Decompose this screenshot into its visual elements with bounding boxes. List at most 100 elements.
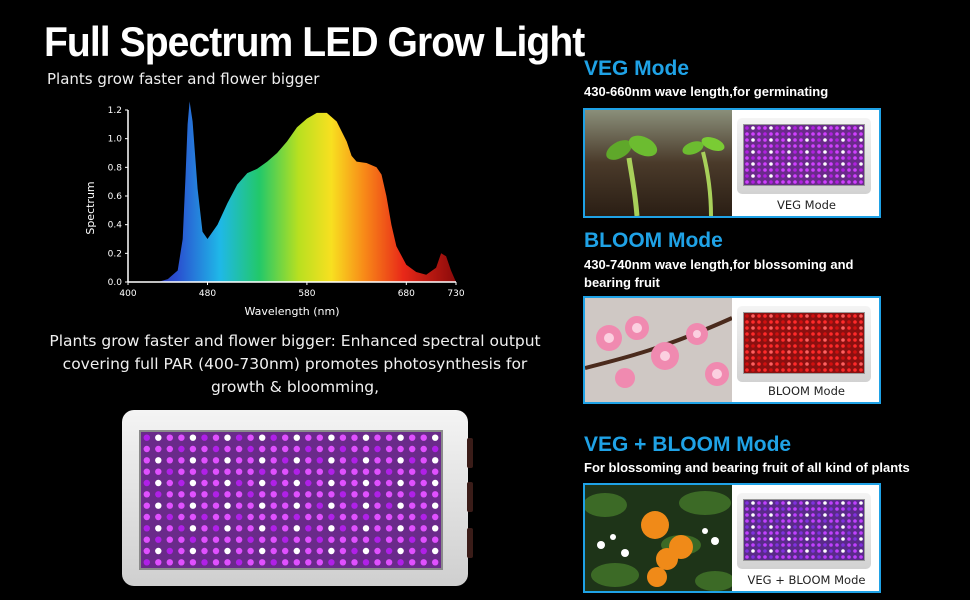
led-chip	[409, 434, 416, 441]
veg-bloom-mode-card: VEG + BLOOM Mode	[583, 483, 881, 593]
led-chip	[811, 168, 815, 172]
led-chip	[247, 468, 254, 475]
led-chip	[757, 525, 761, 529]
led-chip	[823, 531, 827, 535]
led-chip	[259, 457, 266, 464]
led-chip	[224, 559, 231, 566]
led-chip	[282, 434, 289, 441]
led-chip	[793, 344, 797, 348]
led-chip	[763, 344, 767, 348]
led-chip	[805, 362, 809, 366]
led-chip	[745, 501, 749, 505]
led-chip	[763, 332, 767, 336]
led-chip	[247, 445, 254, 453]
led-chip	[799, 174, 803, 178]
led-chip	[799, 519, 803, 523]
led-chip	[178, 502, 185, 509]
led-chip	[799, 180, 803, 184]
led-chip	[757, 519, 761, 523]
led-chip	[799, 549, 803, 553]
led-chip	[769, 138, 773, 142]
led-chip	[805, 501, 809, 505]
led-chip	[781, 138, 785, 142]
led-chip	[829, 555, 833, 559]
led-chip	[835, 519, 839, 523]
x-tick-label: 580	[298, 289, 315, 299]
led-chip	[829, 531, 833, 535]
led-chip	[432, 559, 439, 566]
led-chip	[793, 362, 797, 366]
led-chip	[853, 543, 857, 547]
led-chip	[781, 156, 785, 160]
led-chip	[745, 168, 749, 172]
led-chip	[817, 350, 821, 354]
led-chip	[409, 457, 416, 464]
led-chip	[212, 536, 220, 543]
led-chip	[799, 326, 803, 330]
led-chip	[799, 126, 803, 130]
panel-connector	[467, 482, 473, 512]
led-chip	[847, 332, 851, 336]
led-chip	[374, 445, 381, 453]
led-chip	[817, 513, 821, 517]
led-chip	[823, 549, 827, 553]
led-chip	[829, 144, 833, 148]
led-chip	[859, 344, 863, 348]
led-chip	[841, 368, 845, 372]
led-chip	[817, 150, 821, 154]
led-chip	[316, 513, 323, 521]
led-chip	[397, 445, 404, 453]
led-chip	[362, 502, 370, 509]
led-chip	[811, 368, 815, 372]
led-chip	[316, 525, 323, 532]
led-chip	[793, 501, 797, 505]
y-tick-label: 0.2	[108, 249, 122, 259]
led-chip	[775, 320, 779, 324]
led-chip	[763, 543, 767, 547]
led-chip	[224, 502, 231, 509]
led-chip	[835, 537, 839, 541]
led-chip	[351, 547, 358, 555]
bloom-mode-caption: BLOOM Mode	[768, 384, 845, 398]
led-chip	[847, 350, 851, 354]
led-chip	[799, 501, 803, 505]
led-chip	[155, 434, 162, 441]
led-chip	[374, 457, 381, 464]
led-chip	[853, 501, 857, 505]
led-chip	[799, 168, 803, 172]
led-chip	[293, 502, 300, 509]
led-chip	[769, 362, 773, 366]
led-chip	[751, 138, 755, 142]
led-chip	[305, 513, 312, 521]
led-chip	[787, 174, 791, 178]
led-chip	[282, 468, 289, 475]
led-chip	[799, 543, 803, 547]
x-tick-label: 730	[447, 289, 464, 299]
led-chip	[781, 519, 785, 523]
led-chip	[757, 549, 761, 553]
led-chip	[247, 547, 254, 555]
led-chip	[757, 162, 761, 166]
led-chip	[155, 525, 162, 532]
led-chip	[763, 537, 767, 541]
led-chip	[835, 332, 839, 336]
led-chip	[143, 502, 150, 509]
led-chip	[841, 513, 845, 517]
led-chip	[859, 168, 863, 172]
led-chip	[259, 445, 266, 453]
led-chip	[763, 356, 767, 360]
bloom-mode-description: 430-740nm wave length,for blossoming and…	[584, 257, 854, 290]
led-chip	[811, 344, 815, 348]
led-chip	[270, 491, 277, 498]
led-chip	[853, 332, 857, 336]
led-chip	[847, 150, 851, 154]
led-chip	[409, 513, 416, 521]
led-chip	[385, 502, 393, 509]
led-chip	[829, 150, 833, 154]
led-chip	[787, 356, 791, 360]
led-chip	[817, 138, 821, 142]
led-chip	[847, 168, 851, 172]
led-chip	[328, 559, 335, 566]
led-chip	[781, 350, 785, 354]
led-chip	[745, 138, 749, 142]
